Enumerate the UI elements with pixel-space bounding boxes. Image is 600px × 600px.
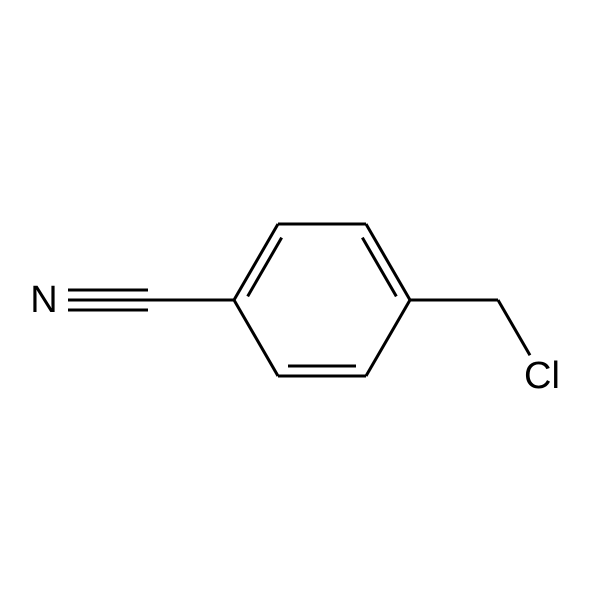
atom-label: N — [30, 279, 57, 321]
molecule-diagram: N Cl — [0, 0, 600, 600]
atom-label: Cl — [524, 355, 560, 397]
